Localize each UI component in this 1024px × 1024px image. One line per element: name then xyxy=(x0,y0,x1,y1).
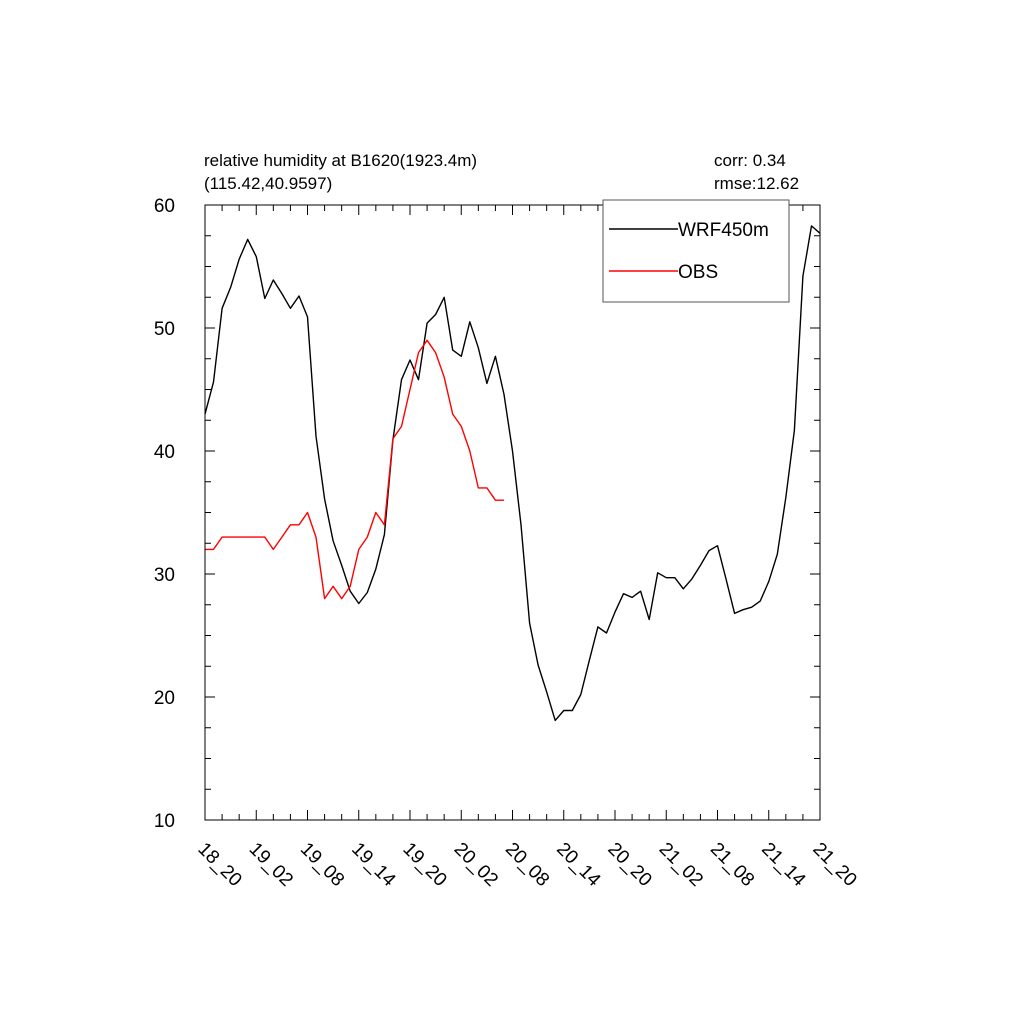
corr-label: corr: 0.34 xyxy=(714,151,786,170)
x-tick-label: 21_08 xyxy=(706,839,758,891)
series-line-wrf450m xyxy=(204,225,821,722)
x-tick-label: 18_20 xyxy=(193,839,245,891)
x-tick-label: 20_14 xyxy=(552,839,605,892)
x-tick-label: 19_20 xyxy=(398,839,450,891)
x-tick-label: 19_02 xyxy=(245,839,297,891)
chart-title-line: (115.42,40.9597) xyxy=(204,174,332,193)
x-axis: 18_20 19_02 19_08 19_14 19_20 20_02 20_08 20_14… xyxy=(193,205,861,892)
y-tick-label: 10 xyxy=(154,811,175,832)
y-tick-label: 30 xyxy=(154,565,175,586)
legend: WRF450m OBS xyxy=(602,199,790,303)
x-tick-label: 20_08 xyxy=(501,839,553,891)
stats-box: corr: 0.34 rmse:12.62 xyxy=(714,151,799,193)
y-axis: 10 20 30 40 50 60 xyxy=(154,196,820,832)
x-tick-label: 21_02 xyxy=(655,839,707,891)
y-tick-label: 20 xyxy=(154,688,175,709)
x-tick-label: 19_14 xyxy=(347,839,400,892)
y-tick-label: 60 xyxy=(154,196,175,217)
chart-title-line: relative humidity at B1620(1923.4m) xyxy=(204,151,477,170)
series-line-obs xyxy=(205,339,504,600)
chart-title: relative humidity at B1620(1923.4m) (115.… xyxy=(204,151,477,193)
y-tick-label: 50 xyxy=(154,319,175,340)
legend-label-obs: OBS xyxy=(678,262,718,283)
series-lines xyxy=(204,225,821,722)
x-tick-label: 20_02 xyxy=(450,839,502,891)
x-tick-label: 19_08 xyxy=(296,839,348,891)
legend-label-wrf450m: WRF450m xyxy=(678,220,769,241)
x-tick-label: 21_20 xyxy=(808,839,860,891)
x-tick-label: 20_20 xyxy=(603,839,655,891)
x-tick-label: 21_14 xyxy=(757,839,810,892)
legend-box xyxy=(602,199,790,303)
y-tick-label: 40 xyxy=(154,442,175,463)
rmse-label: rmse:12.62 xyxy=(714,174,799,193)
